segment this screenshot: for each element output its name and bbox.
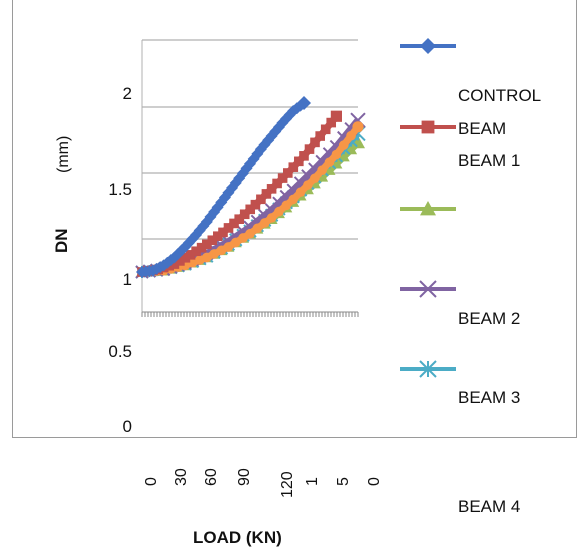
- x-tick-label: 0: [143, 477, 160, 486]
- legend-label: BEAM 2: [458, 309, 521, 328]
- y-tick-label-2: 2: [122, 84, 132, 103]
- series-marker: [229, 218, 239, 229]
- series-marker: [326, 117, 337, 128]
- series-marker: [277, 173, 288, 183]
- series-marker: [272, 178, 282, 189]
- series-marker: [209, 249, 219, 259]
- y-axis-unit: (mm): [55, 135, 72, 173]
- legend-label: CONTROL: [458, 86, 542, 105]
- series-marker: [295, 187, 306, 198]
- series-marker: [213, 231, 223, 242]
- series-marker: [168, 251, 181, 264]
- triangle-icon: [420, 201, 436, 216]
- series-marker: [169, 259, 180, 269]
- series-marker: [180, 252, 191, 263]
- series-marker: [191, 246, 201, 257]
- series-marker: [223, 242, 234, 252]
- series-marker: [266, 213, 277, 223]
- y-tick-label-0: 0: [122, 417, 132, 436]
- series-marker: [337, 150, 350, 162]
- series-marker: [320, 124, 331, 135]
- series-line: [141, 117, 361, 276]
- series-marker: [288, 194, 299, 205]
- y-axis-title: DN: [52, 228, 71, 253]
- y-tick-label-1.5: 1.5: [108, 180, 132, 199]
- x-tick-label: 120: [279, 471, 296, 498]
- x-axis-title: LOAD (KN): [193, 528, 282, 547]
- series-marker: [274, 206, 284, 217]
- series-marker: [230, 237, 241, 248]
- x-tick-label: 1: [304, 477, 321, 486]
- series-marker: [252, 223, 263, 234]
- series-marker: [175, 256, 185, 266]
- series-marker: [297, 96, 311, 111]
- series-marker: [317, 165, 327, 176]
- series-marker: [310, 137, 320, 148]
- legend-label: BEAM 3: [458, 388, 521, 407]
- x-tick-label: 90: [236, 468, 253, 486]
- series-marker: [202, 239, 212, 250]
- series-marker: [299, 151, 309, 161]
- series-marker: [261, 189, 272, 199]
- series-marker: [245, 228, 255, 239]
- series-marker: [346, 130, 356, 141]
- square-icon: [421, 120, 435, 134]
- diamond-icon: [420, 38, 436, 54]
- series-marker: [218, 227, 228, 238]
- series-marker: [315, 131, 325, 141]
- x-tick-label: 5: [335, 477, 352, 486]
- legend-label: BEAM 4: [458, 497, 521, 516]
- legend-label: BEAM: [458, 119, 507, 138]
- series-marker: [207, 235, 218, 246]
- series-marker: [330, 110, 342, 122]
- series-marker: [288, 162, 299, 172]
- series-marker: [239, 209, 250, 220]
- series-marker: [202, 252, 212, 263]
- series-marker: [185, 250, 196, 260]
- series-marker: [283, 168, 293, 178]
- series-marker: [266, 184, 277, 194]
- series-marker: [310, 173, 320, 184]
- x-tick-label: 30: [173, 468, 190, 486]
- asterisk-icon: [419, 360, 437, 378]
- series-marker: [281, 200, 292, 211]
- y-tick-label-1: 1: [122, 270, 132, 289]
- series-marker: [245, 204, 256, 215]
- legend-label: BEAM 1: [458, 151, 521, 170]
- x-icon: [419, 280, 437, 298]
- series-marker: [259, 218, 270, 228]
- series-marker: [304, 144, 315, 154]
- series-marker: [234, 214, 244, 224]
- x-tick-label: 60: [203, 468, 220, 486]
- series-marker: [294, 156, 304, 167]
- x-tick-label: 0: [366, 477, 383, 486]
- y-tick-label-0.5: 0.5: [108, 342, 132, 361]
- series-marker: [256, 194, 266, 205]
- series-marker: [223, 223, 234, 233]
- series-marker: [196, 242, 207, 253]
- series-marker: [250, 199, 261, 210]
- series-marker: [331, 149, 342, 160]
- series-marker: [303, 180, 313, 190]
- series-marker: [338, 140, 349, 150]
- series-marker: [352, 121, 364, 133]
- series-marker: [324, 157, 335, 167]
- series-marker: [238, 233, 248, 243]
